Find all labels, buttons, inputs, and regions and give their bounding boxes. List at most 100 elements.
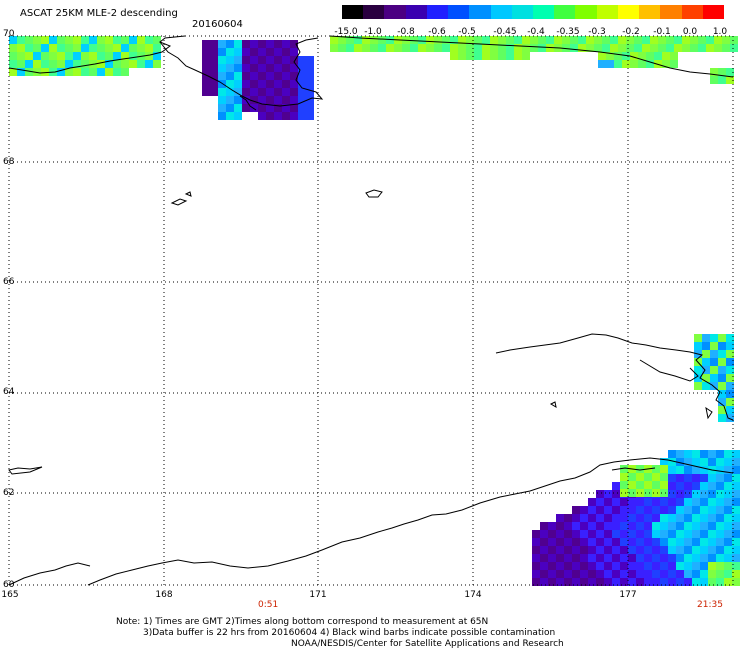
data-pixel <box>506 44 514 52</box>
data-pixel <box>716 538 724 546</box>
data-pixel <box>708 554 716 562</box>
data-pixel <box>636 465 644 473</box>
data-pixel <box>442 36 450 44</box>
data-pixel <box>298 56 306 64</box>
data-pixel <box>638 60 646 68</box>
data-pixel <box>234 88 242 96</box>
data-pixel <box>694 334 702 342</box>
data-pixel <box>612 498 620 506</box>
data-pixel <box>708 498 716 506</box>
data-pixel <box>282 72 290 80</box>
data-pixel <box>153 52 161 60</box>
data-pixel <box>676 498 684 506</box>
data-pixel <box>654 52 662 60</box>
data-pixel <box>572 514 580 522</box>
data-pixel <box>676 450 684 458</box>
data-pixel <box>676 482 684 490</box>
data-pixel <box>716 506 724 514</box>
data-pixel <box>716 450 724 458</box>
data-pixel <box>330 44 338 52</box>
data-pixel <box>218 56 226 64</box>
data-pixel <box>732 466 740 474</box>
data-pixel <box>644 506 652 514</box>
data-pixel <box>354 36 362 44</box>
data-pixel <box>718 76 726 84</box>
data-pixel <box>234 104 242 112</box>
data-pixel <box>145 52 153 60</box>
data-pixel <box>556 538 564 546</box>
data-pixel <box>556 530 564 538</box>
data-pixel <box>522 36 530 44</box>
data-pixel <box>466 44 474 52</box>
data-pixel <box>732 546 740 554</box>
data-pixel <box>81 68 89 76</box>
data-pixel <box>266 80 274 88</box>
data-pixel <box>9 60 17 68</box>
data-pixel <box>153 60 161 68</box>
data-pixel <box>33 36 41 44</box>
data-pixel <box>580 554 588 562</box>
data-pixel <box>73 36 81 44</box>
data-pixel <box>572 522 580 530</box>
data-pixel <box>41 52 49 60</box>
data-pixel <box>732 578 740 586</box>
data-pixel <box>676 466 684 474</box>
colorbar-swatch <box>490 5 512 19</box>
data-pixel <box>668 554 676 562</box>
data-pixel <box>250 80 258 88</box>
lat-label: 60 <box>3 580 15 590</box>
data-pixel <box>266 88 274 96</box>
data-pixel <box>604 506 612 514</box>
data-pixel <box>724 458 732 466</box>
data-pixel <box>49 60 57 68</box>
data-pixel <box>644 530 652 538</box>
data-pixel <box>684 490 692 498</box>
data-pixel <box>620 522 628 530</box>
data-pixel <box>724 562 732 570</box>
data-pixel <box>218 112 226 120</box>
data-pixel <box>97 52 105 60</box>
data-pixel <box>726 334 734 342</box>
data-pixel <box>97 60 105 68</box>
data-pixel <box>474 52 482 60</box>
data-pixel <box>724 466 732 474</box>
data-pixel <box>129 44 137 52</box>
data-pixel <box>596 578 604 586</box>
data-pixel <box>724 554 732 562</box>
data-pixel <box>578 36 586 44</box>
data-pixel <box>506 52 514 60</box>
data-pixel <box>708 546 716 554</box>
data-pixel <box>242 64 250 72</box>
data-pixel <box>330 36 338 44</box>
data-pixel <box>266 72 274 80</box>
data-pixel <box>298 80 306 88</box>
data-pixel <box>636 578 644 586</box>
data-pixel <box>226 56 234 64</box>
data-pixel <box>210 64 218 72</box>
data-pixel <box>732 498 740 506</box>
data-pixel <box>540 562 548 570</box>
data-pixel <box>572 570 580 578</box>
data-pixel <box>121 68 129 76</box>
data-pixel <box>620 562 628 570</box>
data-pixel <box>596 546 604 554</box>
data-pixel <box>556 554 564 562</box>
data-pixel <box>700 482 708 490</box>
data-pixel <box>266 48 274 56</box>
data-pixel <box>652 506 660 514</box>
data-pixel <box>668 562 676 570</box>
data-pixel <box>726 414 734 422</box>
data-pixel <box>588 578 596 586</box>
data-pixel <box>614 52 622 60</box>
data-pixel <box>306 96 314 104</box>
data-pixel <box>628 562 636 570</box>
data-pixel <box>644 538 652 546</box>
data-pixel <box>17 68 25 76</box>
data-pixel <box>226 104 234 112</box>
data-pixel <box>25 52 33 60</box>
data-pixel <box>700 570 708 578</box>
data-pixel <box>556 562 564 570</box>
data-pixel <box>620 489 628 497</box>
data-pixel <box>540 538 548 546</box>
data-pixel <box>700 498 708 506</box>
